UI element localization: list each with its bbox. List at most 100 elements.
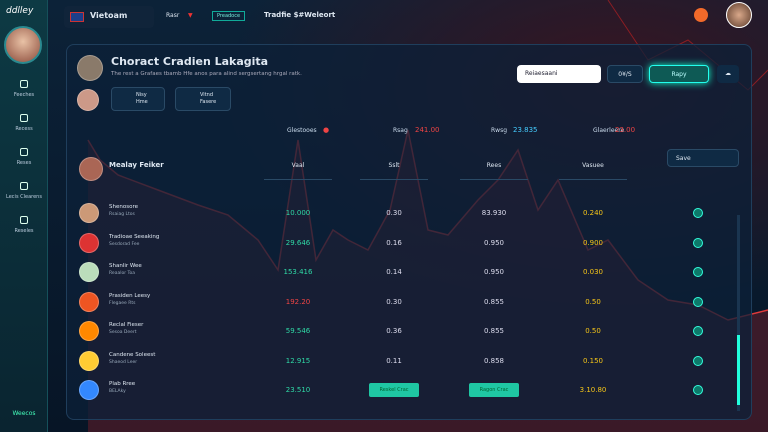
header-rule [460,179,528,180]
flag [70,12,84,22]
row-name: Plab Rree [109,381,136,387]
nav-icon [20,182,28,190]
row-value: 0.855 [483,297,505,306]
action-button[interactable]: 0¥/S [607,65,643,83]
country: Vietoam [90,11,128,20]
chip-label: Vitnd [200,92,214,98]
sidebar: ddlley Feeches Recess Reses Lecis Clearens R… [0,0,48,432]
profile-avatar[interactable] [4,26,42,64]
row-value: 0.16 [386,238,402,247]
chip-avatar [77,89,99,111]
search[interactable]: Reiaesaani [517,65,601,83]
notification[interactable] [694,8,708,22]
row-name: Prasiden Leesy [109,292,151,299]
row-value: 0.50 [585,297,601,306]
topbar-title: Tradfie $#Weleort [264,11,336,19]
panel-title: Choract Cradien Lakagita [111,55,269,68]
nav-item[interactable]: Reseles [0,216,48,234]
nav-label: Reseles [14,228,34,234]
nav-item[interactable]: Feeches [0,80,48,98]
stat-value: 23.835 [513,126,538,134]
row-check[interactable] [693,326,703,336]
nav-icon [20,80,28,88]
row-sub: Flegaee Rts [109,300,136,306]
row-value: 29.646 [285,238,311,247]
nav-item[interactable]: Recess [0,114,48,132]
row-avatar [79,380,99,400]
nav-icon [20,148,28,156]
row-avatar [79,291,99,312]
scrollbar[interactable] [737,215,740,411]
row-value: 0.855 [483,327,505,335]
row-name: Shenosore [109,204,138,210]
row-value: 153.416 [283,268,313,276]
badge: Preadoce [212,11,246,21]
row-check[interactable] [693,267,703,277]
row-value: 0.950 [483,268,505,276]
row-check[interactable] [693,385,703,395]
stat-label: Rsag [393,127,408,134]
nav-icon [20,114,28,122]
scroll-thumb [737,335,740,405]
table-title: Mealay Feiker [109,161,164,169]
row-sub: Sesoa Deert [109,330,137,335]
row-avatar [79,262,99,282]
chip[interactable]: Nisy Hme [111,87,165,111]
nav-item[interactable]: Lecis Clearens [0,182,48,200]
row-check[interactable] [693,355,703,366]
user-avatar[interactable] [726,2,752,28]
row-value: 12.915 [285,356,311,365]
row-value: 0.36 [386,327,402,335]
row-name: Candene Soleest [109,351,156,358]
nav-item[interactable]: Reses [0,148,48,166]
logo: ddlley [6,6,34,16]
nav-icon [20,216,28,224]
row-value: 0.50 [585,327,601,335]
column-header: Sslt [388,162,400,169]
row-value: 0.11 [386,356,402,365]
row-value: 59.546 [285,327,311,335]
save-button[interactable]: Save [667,149,739,167]
row-name: Tradioae Seeaking [109,233,160,240]
panel: Choract Cradien Lakagita The rest a Graf… [66,44,752,420]
row-check[interactable] [693,208,703,218]
row-name: Shanlir Wee [109,263,142,269]
row-value: 23.510 [285,386,311,394]
header-rule [264,179,332,180]
column-header: Vasuee [582,162,604,169]
row-value: 0.30 [386,209,402,217]
country-select[interactable]: Vietoam [64,6,154,28]
panel-subtitle: The rest a Grafaes tbamb Hfe anos para a… [111,71,302,77]
row-avatar [79,321,99,341]
row-sub: Rsaiag Ltos [109,212,135,217]
row-check[interactable] [693,296,703,307]
row-value: 0.900 [582,238,604,247]
stat-label: Rwsg [491,127,508,134]
stat-value: 23.00 [615,126,636,134]
table-avatar [79,157,103,181]
column-header: Rees [486,162,502,169]
chip-sub: Hme [136,99,148,105]
sidebar-footer: Weecos [12,410,36,417]
menu[interactable]: Rasr [166,12,180,19]
nav-label: Recess [15,126,33,132]
row-button[interactable]: Reskel Crac [369,383,419,397]
caret: ▼ [188,12,193,19]
row-avatar [79,232,99,253]
row-sub: BELAky [109,389,126,394]
chip-sub: Fasere [200,99,217,105]
row-sub: Reaalor Toa [109,271,135,276]
cloud-button[interactable]: ☁ [717,65,739,83]
row-avatar [79,350,99,371]
row-button[interactable]: Ragon Crac [469,383,519,397]
nav-label: Reses [16,160,32,166]
topbar: Vietoam Rasr ▼ Preadoce Tradfie $#Weleor… [48,0,768,34]
row-value: 83.930 [481,209,507,217]
row-value: 192.20 [285,297,311,306]
action-button[interactable]: Rapy [649,65,709,83]
chip[interactable]: Vitnd Fasere [175,87,231,111]
row-value: 0.14 [386,268,402,276]
row-check[interactable] [693,237,703,248]
row-value: 0.30 [386,297,402,306]
